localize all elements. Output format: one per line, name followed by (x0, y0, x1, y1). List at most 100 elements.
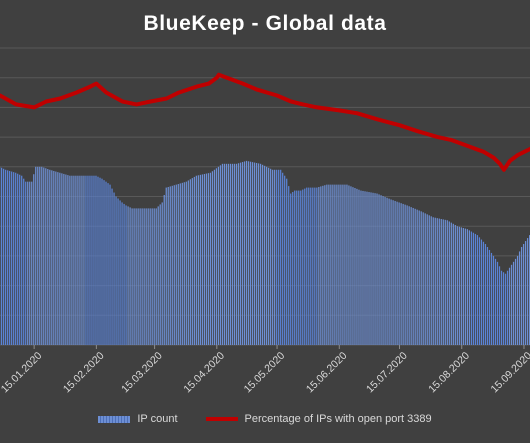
bar-ip-count (191, 178, 193, 345)
bar-ip-count (63, 173, 65, 345)
legend-item-ip-count: IP count (98, 413, 178, 425)
bar-ip-count (272, 169, 274, 345)
bar-ip-count (175, 184, 177, 345)
x-tick-label: 15.07.2020 (364, 350, 410, 396)
bar-ip-count (87, 175, 89, 345)
bar-ip-count (219, 165, 222, 345)
bar-ip-count (53, 170, 55, 345)
bar-ip-count (308, 187, 310, 345)
bar-ip-count (261, 164, 264, 345)
bar-ip-count (294, 190, 296, 345)
bar-ip-count (221, 163, 224, 345)
bar-ip-count (29, 181, 31, 345)
bar-ip-count (19, 174, 21, 345)
bar-ip-count (440, 218, 442, 345)
bar-ip-count (213, 169, 216, 345)
bar-ip-count (5, 169, 7, 345)
bar-ip-count (264, 165, 266, 345)
bar-ip-count (350, 186, 352, 345)
bar-ip-count (288, 186, 290, 345)
bar-ip-count (374, 193, 376, 345)
bar-ip-count (498, 266, 501, 345)
bar-ip-count (233, 163, 236, 345)
bar-ip-count (61, 173, 63, 345)
bar-ip-count (266, 166, 268, 345)
bar-ip-count (282, 172, 284, 345)
x-tick-label: 15.03.2020 (119, 350, 165, 396)
bar-ip-count (300, 190, 302, 345)
bar-ip-count (408, 206, 410, 345)
bar-ip-count (75, 175, 77, 345)
bar-ip-count (101, 178, 103, 345)
bar-ip-count (157, 206, 159, 345)
bar-ip-count (247, 161, 250, 345)
bar-ip-count (420, 211, 422, 345)
bar-ip-count (135, 208, 137, 345)
x-tick-label: 15.05.2020 (242, 350, 288, 396)
bar-ip-count (49, 169, 51, 345)
legend-swatch-line (205, 417, 238, 421)
bar-ip-count (41, 166, 43, 345)
bar-ip-count (159, 204, 161, 345)
bar-ip-count (3, 168, 5, 345)
bar-ip-count (161, 202, 163, 345)
x-tick-label: 15.06.2020 (304, 350, 350, 396)
bar-ip-count (348, 185, 350, 345)
bar-ip-count (396, 201, 398, 345)
bar-ip-count (442, 219, 444, 345)
bar-ip-count (516, 255, 519, 345)
bar-ip-count (227, 163, 230, 345)
bar-ip-count (438, 218, 440, 345)
bar-ip-count (131, 208, 133, 345)
bar-ip-count (318, 187, 320, 345)
bar-ip-count (231, 163, 234, 345)
legend-label-percentage: Percentage of IPs with open port 3389 (244, 413, 432, 425)
bar-ip-count (274, 169, 276, 345)
bar-ip-count (181, 182, 183, 345)
bar-ip-count (450, 222, 452, 345)
bar-ip-count (45, 168, 47, 345)
bar-ip-count (205, 173, 208, 345)
bar-ip-count (436, 218, 438, 345)
bar-ip-count (340, 184, 342, 345)
bar-ip-count (255, 162, 258, 345)
bar-ip-count (55, 171, 57, 345)
bar-ip-count (211, 171, 214, 345)
bar-ip-count (165, 187, 167, 345)
bar-ip-count (474, 233, 477, 345)
bar-ip-count (103, 180, 105, 345)
bar-ip-count (448, 221, 450, 345)
bar-ip-count (500, 270, 503, 345)
bar-ip-count (79, 175, 81, 345)
bar-series-ip-count (0, 160, 530, 345)
bar-ip-count (183, 182, 185, 345)
bar-ip-count (492, 255, 495, 345)
bar-ip-count (296, 190, 298, 345)
bar-ip-count (280, 169, 282, 345)
bar-ip-count (9, 170, 11, 345)
bar-ip-count (99, 177, 101, 345)
bar-ip-count (107, 183, 109, 345)
bar-ip-count (203, 174, 206, 345)
bar-ip-count (115, 196, 117, 345)
bar-ip-count (171, 185, 173, 345)
bar-ip-count (143, 208, 145, 345)
bar-ip-count (117, 198, 119, 345)
bar-ip-count (235, 163, 238, 345)
bar-ip-count (338, 184, 340, 345)
bar-ip-count (17, 173, 19, 345)
bar-ip-count (364, 191, 366, 345)
x-tick-label: 15.02.2020 (61, 350, 107, 396)
bar-ip-count (466, 229, 468, 345)
bar-ip-count (372, 192, 374, 345)
bar-ip-count (129, 207, 131, 345)
bar-ip-count (195, 175, 197, 345)
bar-ip-count (344, 184, 346, 345)
bar-ip-count (169, 186, 171, 345)
bar-ip-count (39, 166, 41, 345)
bar-ip-count (225, 163, 228, 345)
bar-ip-count (330, 184, 332, 345)
bar-ip-count (388, 198, 390, 345)
bar-ip-count (249, 161, 252, 345)
bar-ip-count (406, 205, 408, 345)
